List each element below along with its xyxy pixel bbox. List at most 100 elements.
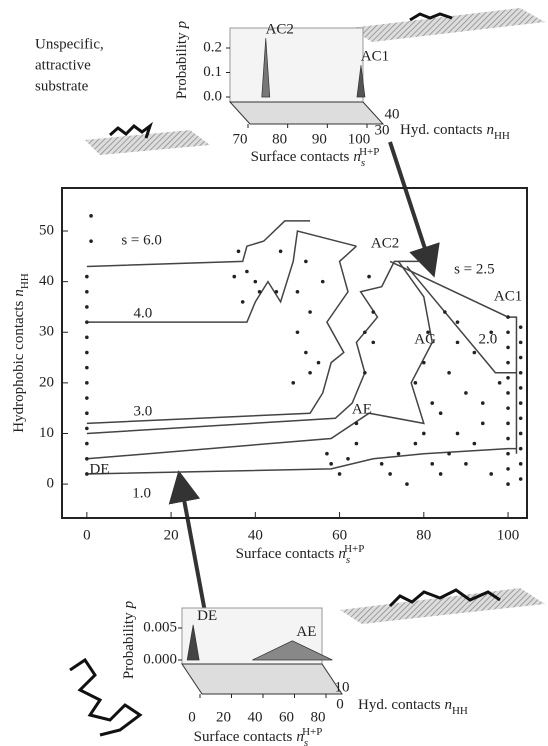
data-point — [279, 249, 283, 253]
x-tick-label: 80 — [272, 131, 287, 147]
data-point — [85, 411, 89, 415]
annotation: 1.0 — [132, 486, 151, 502]
label-var: n — [11, 289, 27, 297]
y-tick-label: 30 — [39, 324, 54, 340]
data-point — [85, 275, 89, 279]
peak-label: AC1 — [361, 49, 389, 65]
contour-line — [407, 266, 517, 372]
data-point — [506, 346, 510, 350]
data-point — [254, 280, 258, 284]
label-text: Probability — [174, 32, 190, 99]
data-point — [355, 422, 359, 426]
note: Unspecific, — [35, 36, 104, 52]
data-point — [506, 406, 510, 410]
x-tick-label: 40 — [248, 709, 263, 725]
data-point — [85, 381, 89, 385]
data-point — [304, 260, 308, 264]
data-point — [439, 411, 443, 415]
data-point — [405, 482, 409, 486]
annotation: AC2 — [371, 236, 399, 252]
data-point — [232, 275, 236, 279]
data-point — [519, 341, 523, 345]
data-point — [447, 452, 451, 456]
data-point — [367, 275, 371, 279]
data-point — [456, 320, 460, 324]
data-point — [464, 462, 468, 466]
data-point — [519, 371, 523, 375]
y-tick-label: 0.005 — [143, 619, 177, 635]
data-point — [258, 290, 262, 294]
data-point — [430, 462, 434, 466]
peak-label: AC2 — [266, 22, 294, 38]
data-point — [363, 330, 367, 334]
data-point — [422, 361, 426, 365]
y-tick-label: 0 — [47, 476, 55, 492]
data-point — [456, 432, 460, 436]
data-point — [85, 366, 89, 370]
label-text: Surface contacts — [251, 149, 350, 165]
data-point — [241, 300, 245, 304]
data-point — [447, 371, 451, 375]
data-point — [506, 315, 510, 319]
data-point — [506, 422, 510, 426]
annotation: AG — [414, 331, 436, 347]
annotation: 2.0 — [478, 331, 497, 347]
data-point — [329, 462, 333, 466]
inset-floor — [230, 102, 383, 124]
x-tick-label: 80 — [416, 527, 431, 543]
data-point — [355, 442, 359, 446]
data-point — [296, 330, 300, 334]
data-point — [85, 396, 89, 400]
data-point — [304, 351, 308, 355]
label-sub: s — [346, 554, 350, 566]
data-point — [473, 442, 477, 446]
z-tick-label: 0 — [336, 696, 344, 712]
annotation: 4.0 — [133, 305, 152, 321]
data-point — [414, 442, 418, 446]
data-point — [519, 432, 523, 436]
data-point — [439, 472, 443, 476]
data-point — [519, 386, 523, 390]
annotation: 3.0 — [133, 404, 152, 420]
data-point — [85, 305, 89, 309]
z-tick-label: 10 — [335, 679, 350, 695]
data-point — [506, 482, 510, 486]
x-tick-label: 90 — [312, 131, 327, 147]
note: attractive — [35, 57, 91, 73]
label-sup: H+P — [302, 726, 322, 738]
note: substrate — [35, 78, 89, 94]
contour-line — [87, 449, 517, 474]
data-point — [275, 290, 279, 294]
data-point — [85, 427, 89, 431]
data-point — [464, 391, 468, 395]
data-point — [237, 249, 241, 253]
data-point — [519, 401, 523, 405]
data-point — [519, 447, 523, 451]
label-sub: HH — [452, 705, 468, 717]
data-point — [519, 325, 523, 329]
label-sup: H+P — [344, 543, 364, 555]
data-point — [380, 462, 384, 466]
label-var: p — [174, 20, 190, 29]
contour-line — [87, 246, 357, 423]
annotation: DE — [89, 461, 109, 477]
contour-line — [87, 221, 310, 267]
data-point — [506, 467, 510, 471]
y-tick-label: 0.2 — [203, 39, 222, 55]
data-point — [443, 310, 447, 314]
x-tick-label: 70 — [233, 131, 248, 147]
peak-label: DE — [197, 608, 217, 624]
label-sub: HH — [494, 130, 510, 142]
data-point — [519, 416, 523, 420]
axis-label: Probabilityp — [121, 600, 137, 679]
y-tick-label: 50 — [39, 222, 54, 238]
axis-label: Hydrophobic contactsnHH — [11, 273, 30, 433]
data-point — [89, 239, 93, 243]
data-point — [519, 356, 523, 360]
data-point — [85, 290, 89, 294]
data-point — [291, 381, 295, 385]
data-point — [422, 432, 426, 436]
